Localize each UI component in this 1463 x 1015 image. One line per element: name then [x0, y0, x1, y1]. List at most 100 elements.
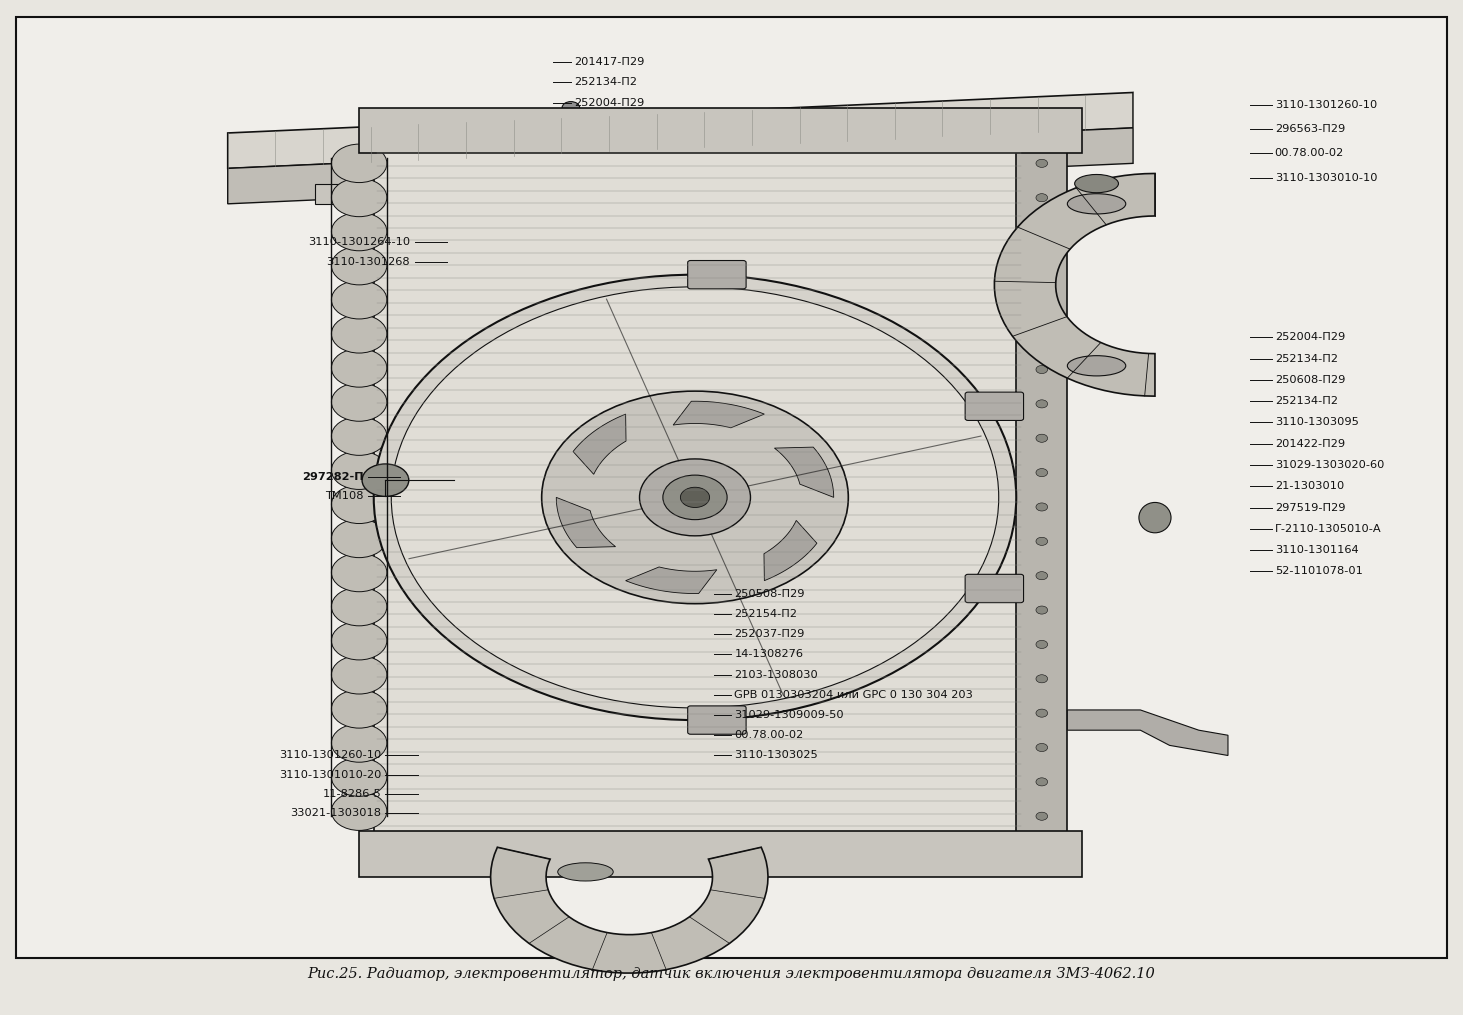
Ellipse shape — [332, 588, 386, 626]
Polygon shape — [573, 414, 626, 474]
Text: 00.78.00-02: 00.78.00-02 — [1274, 148, 1344, 158]
Text: Рис.25. Радиатор, электровентилятор, датчик включения электровентилятора двигате: Рис.25. Радиатор, электровентилятор, дат… — [307, 967, 1156, 982]
Ellipse shape — [332, 349, 386, 387]
Circle shape — [1036, 812, 1048, 820]
Ellipse shape — [332, 212, 386, 251]
Ellipse shape — [332, 621, 386, 660]
Polygon shape — [1068, 709, 1227, 755]
Polygon shape — [490, 848, 768, 973]
Circle shape — [576, 127, 594, 139]
Ellipse shape — [332, 689, 386, 728]
Ellipse shape — [332, 280, 386, 319]
Circle shape — [361, 464, 408, 496]
Ellipse shape — [332, 315, 386, 353]
Ellipse shape — [332, 792, 386, 830]
Text: 3110-1303095: 3110-1303095 — [1274, 417, 1359, 427]
Text: 252134-П2: 252134-П2 — [573, 77, 636, 87]
Text: 3110-1301164: 3110-1301164 — [1274, 545, 1358, 555]
Circle shape — [1036, 537, 1048, 545]
Circle shape — [680, 487, 710, 508]
Text: 252134-П2: 252134-П2 — [1274, 353, 1337, 363]
Polygon shape — [673, 401, 764, 427]
Circle shape — [391, 287, 999, 707]
Text: 11-8286-5: 11-8286-5 — [322, 789, 380, 799]
Circle shape — [569, 114, 587, 126]
Text: ТМ108: ТМ108 — [325, 491, 363, 501]
Text: 3110-1301010-20: 3110-1301010-20 — [278, 769, 380, 780]
Text: 3110-1301264-10: 3110-1301264-10 — [309, 238, 410, 248]
Circle shape — [1036, 675, 1048, 683]
Circle shape — [541, 391, 849, 604]
Ellipse shape — [332, 179, 386, 216]
Text: 3110-1301260-10: 3110-1301260-10 — [1274, 99, 1377, 110]
Circle shape — [1036, 606, 1048, 614]
Text: 296563-П29: 296563-П29 — [1274, 124, 1344, 134]
Circle shape — [1036, 709, 1048, 718]
Polygon shape — [995, 174, 1154, 396]
Ellipse shape — [332, 553, 386, 592]
Circle shape — [1036, 469, 1048, 477]
Circle shape — [1036, 502, 1048, 511]
Circle shape — [639, 459, 751, 536]
Polygon shape — [849, 158, 907, 179]
Bar — [1017, 143, 1068, 836]
Ellipse shape — [332, 485, 386, 524]
Ellipse shape — [332, 417, 386, 456]
Ellipse shape — [332, 724, 386, 762]
Circle shape — [1036, 365, 1048, 374]
FancyBboxPatch shape — [688, 261, 746, 289]
Text: 250608-П29: 250608-П29 — [1274, 375, 1344, 385]
Text: 3110-1301268: 3110-1301268 — [326, 257, 410, 267]
Text: 52-1101078-01: 52-1101078-01 — [1274, 566, 1362, 577]
Ellipse shape — [1068, 194, 1125, 214]
Circle shape — [1036, 228, 1048, 236]
Text: 252037-П29: 252037-П29 — [734, 629, 805, 639]
Circle shape — [1036, 400, 1048, 408]
Circle shape — [1036, 571, 1048, 580]
Bar — [373, 143, 1024, 836]
Text: 33021-1303018: 33021-1303018 — [290, 808, 380, 818]
Polygon shape — [228, 92, 1132, 168]
Polygon shape — [774, 448, 834, 497]
Text: 31029-1303020-60: 31029-1303020-60 — [1274, 460, 1384, 470]
Polygon shape — [228, 128, 1132, 204]
Text: 14-1308276: 14-1308276 — [734, 650, 803, 660]
Text: 3110-1301260-10: 3110-1301260-10 — [279, 750, 380, 760]
Ellipse shape — [332, 758, 386, 797]
Text: 250508-П29: 250508-П29 — [734, 589, 805, 599]
Ellipse shape — [332, 519, 386, 557]
Circle shape — [1036, 296, 1048, 304]
Text: 31029-1309009-50: 31029-1309009-50 — [734, 710, 844, 720]
FancyBboxPatch shape — [966, 574, 1024, 603]
Circle shape — [562, 102, 579, 114]
FancyBboxPatch shape — [688, 705, 746, 734]
Text: GPB 0130303204 или GPC 0 130 304 203: GPB 0130303204 или GPC 0 130 304 203 — [734, 690, 973, 699]
Polygon shape — [626, 567, 717, 594]
Polygon shape — [764, 521, 816, 581]
Circle shape — [1036, 331, 1048, 339]
Text: et: et — [573, 473, 657, 542]
Circle shape — [1036, 743, 1048, 751]
Text: 00.78.00-02: 00.78.00-02 — [734, 730, 803, 740]
Ellipse shape — [1068, 355, 1125, 376]
Circle shape — [1036, 159, 1048, 167]
Circle shape — [1036, 263, 1048, 270]
Circle shape — [373, 275, 1017, 720]
Circle shape — [663, 475, 727, 520]
Ellipse shape — [1138, 502, 1170, 533]
Text: 3110-1303025: 3110-1303025 — [734, 750, 818, 760]
Ellipse shape — [332, 383, 386, 421]
Bar — [358, 831, 1083, 877]
Text: 252154-П2: 252154-П2 — [734, 609, 797, 619]
Ellipse shape — [332, 247, 386, 285]
FancyBboxPatch shape — [966, 392, 1024, 420]
Polygon shape — [316, 184, 366, 204]
Text: 2103-1308030: 2103-1308030 — [734, 670, 818, 679]
Text: 252134-П2: 252134-П2 — [1274, 396, 1337, 406]
Ellipse shape — [332, 656, 386, 694]
Text: 201417-П29: 201417-П29 — [573, 57, 644, 67]
Ellipse shape — [332, 144, 386, 183]
Text: 21-1303010: 21-1303010 — [1274, 481, 1344, 491]
Text: 201422-П29: 201422-П29 — [1274, 438, 1344, 449]
Text: 297282-П: 297282-П — [301, 472, 363, 482]
